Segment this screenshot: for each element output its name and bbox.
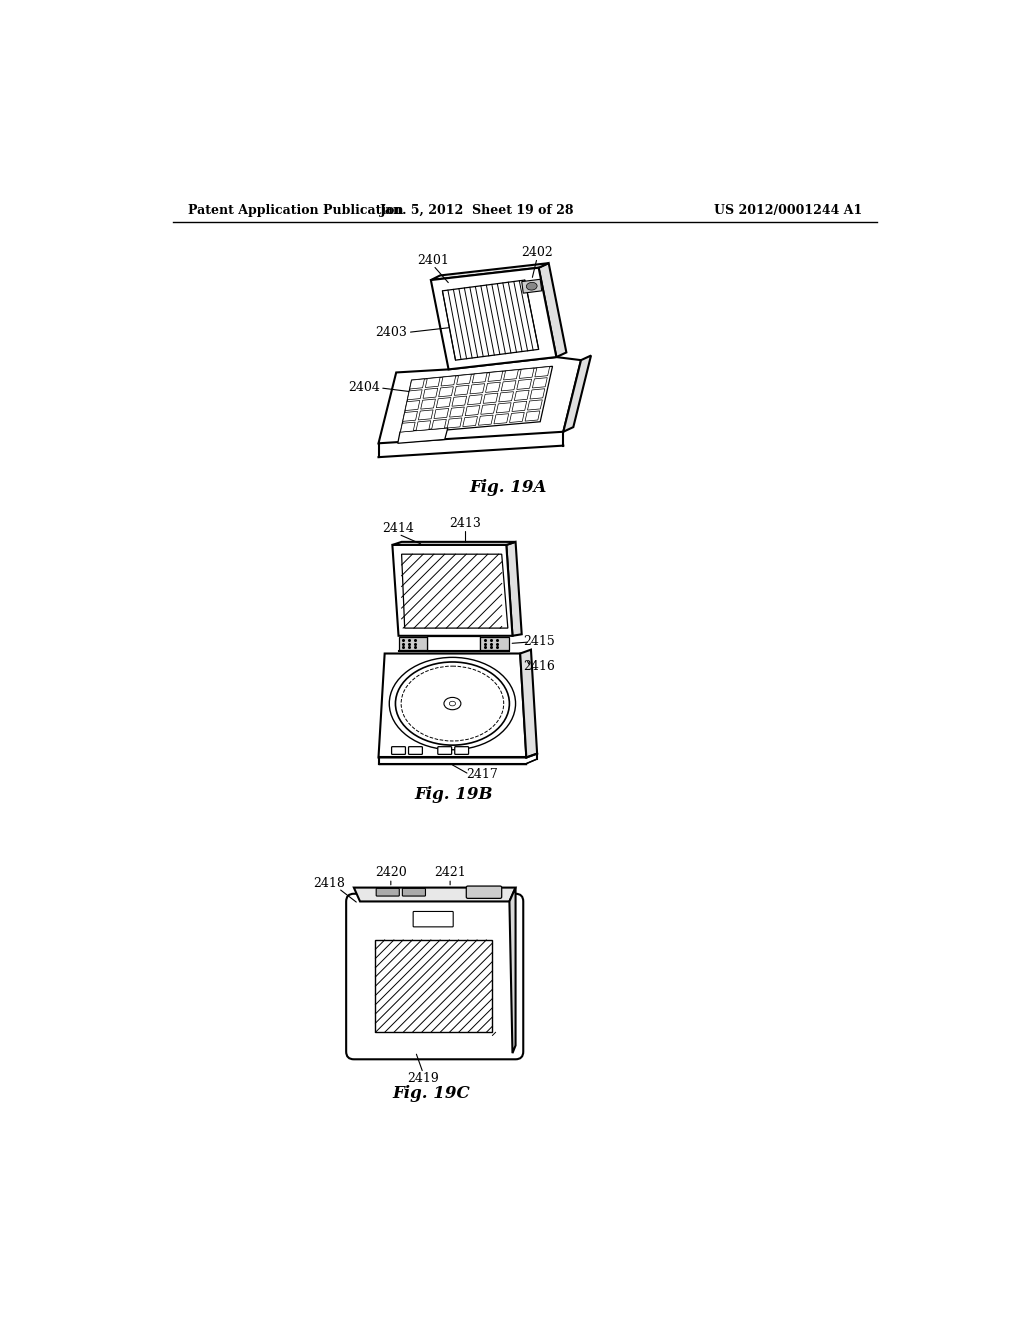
Polygon shape [392,545,512,636]
Polygon shape [521,280,542,293]
Polygon shape [401,554,508,628]
Polygon shape [530,389,545,399]
Polygon shape [406,400,420,411]
Polygon shape [532,378,547,388]
Polygon shape [525,411,540,421]
FancyBboxPatch shape [376,888,399,896]
Polygon shape [354,887,515,902]
Text: Fig. 19A: Fig. 19A [469,479,547,496]
Ellipse shape [526,282,538,290]
Polygon shape [423,388,438,399]
Polygon shape [402,412,418,421]
Polygon shape [563,355,591,432]
Polygon shape [480,638,509,649]
Polygon shape [416,421,431,430]
Polygon shape [421,399,435,409]
Polygon shape [535,367,550,378]
Text: 2417: 2417 [466,768,498,781]
Polygon shape [455,385,469,396]
Polygon shape [494,413,509,424]
Polygon shape [427,636,480,651]
Text: 2402: 2402 [521,246,553,259]
Text: 2404: 2404 [348,381,380,395]
Ellipse shape [450,701,456,706]
Polygon shape [457,375,471,384]
Polygon shape [419,411,433,420]
FancyBboxPatch shape [455,747,469,755]
Polygon shape [438,387,454,397]
Text: US 2012/0001244 A1: US 2012/0001244 A1 [714,205,862,218]
Polygon shape [512,401,526,412]
Polygon shape [499,392,513,401]
Polygon shape [434,408,449,418]
Polygon shape [431,268,556,370]
Polygon shape [485,383,501,392]
Text: 2419: 2419 [408,1072,439,1085]
Text: Patent Application Publication: Patent Application Publication [188,205,403,218]
Text: 2421: 2421 [434,866,466,879]
Polygon shape [398,638,427,649]
Polygon shape [379,358,581,444]
Polygon shape [463,417,477,426]
Polygon shape [450,407,464,417]
Polygon shape [514,391,529,400]
Polygon shape [506,543,521,636]
Text: 2401: 2401 [417,253,450,267]
Polygon shape [497,403,511,413]
FancyBboxPatch shape [391,747,406,755]
Polygon shape [519,368,535,379]
Polygon shape [442,280,539,360]
Polygon shape [431,263,549,280]
Polygon shape [504,370,518,380]
Polygon shape [441,376,456,385]
Polygon shape [483,393,498,404]
Polygon shape [520,649,538,758]
FancyBboxPatch shape [402,888,425,896]
Text: 2416: 2416 [522,660,555,673]
Polygon shape [452,396,467,407]
Polygon shape [410,379,425,389]
Ellipse shape [395,663,509,744]
Ellipse shape [444,697,461,710]
Polygon shape [478,414,494,425]
Polygon shape [487,371,503,381]
Polygon shape [436,397,451,408]
FancyBboxPatch shape [409,747,422,755]
Polygon shape [480,404,496,414]
Polygon shape [400,367,553,434]
Polygon shape [468,395,482,405]
Text: Jan. 5, 2012  Sheet 19 of 28: Jan. 5, 2012 Sheet 19 of 28 [380,205,574,218]
Polygon shape [539,263,566,358]
Text: Fig. 19C: Fig. 19C [392,1085,470,1102]
Polygon shape [392,543,515,545]
Polygon shape [425,378,440,388]
Polygon shape [447,418,462,428]
Text: 2415: 2415 [523,635,555,648]
Polygon shape [510,412,524,422]
Polygon shape [501,380,516,391]
Text: 2403: 2403 [375,326,407,339]
Text: 2418: 2418 [313,878,345,890]
Text: 2420: 2420 [375,866,407,879]
Text: 2414: 2414 [383,521,415,535]
Text: Fig. 19B: Fig. 19B [415,785,494,803]
Text: 2413: 2413 [450,517,481,529]
FancyBboxPatch shape [466,886,502,899]
Polygon shape [408,389,422,400]
Bar [376,940,493,1032]
FancyBboxPatch shape [413,911,454,927]
FancyBboxPatch shape [438,747,452,755]
FancyBboxPatch shape [346,894,523,1059]
Polygon shape [400,422,415,432]
Polygon shape [527,400,543,411]
Polygon shape [509,887,515,1053]
Polygon shape [472,372,487,383]
Polygon shape [470,384,484,393]
Polygon shape [432,420,446,429]
Polygon shape [465,405,480,416]
Polygon shape [379,653,526,758]
Polygon shape [397,428,447,444]
Polygon shape [517,379,531,389]
